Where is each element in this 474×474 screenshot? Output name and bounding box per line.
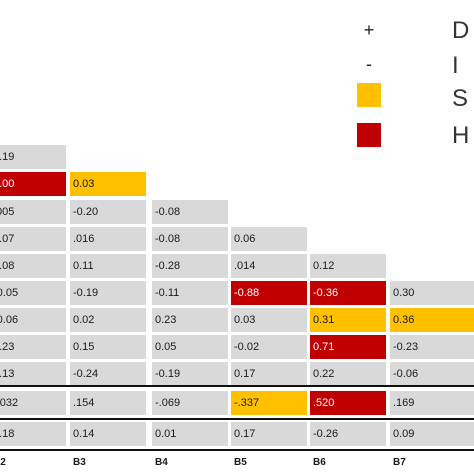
cell-b4-row-3: -0.08 [152, 200, 228, 224]
legend-minus-symbol: - [366, 54, 372, 74]
cell-b4-row-6: -0.11 [152, 281, 228, 305]
cell-b3-row-7: 0.02 [70, 308, 146, 332]
cell-b7-row-11: 0.09 [390, 422, 474, 446]
cell-b2-row-5: 0.08 [0, 254, 66, 278]
cell-b2-row-9: 0.13 [0, 362, 66, 386]
cell-b6-row-9: 0.22 [310, 362, 386, 386]
cell-b7-row-7: 0.36 [390, 308, 474, 332]
cell-b5-row-4: 0.06 [231, 227, 307, 251]
legend-yellow-swatch [357, 83, 381, 107]
cell-b6-row-5: 0.12 [310, 254, 386, 278]
legend-plus-symbol: + [363, 20, 375, 40]
column-label-b4: B4 [155, 457, 168, 468]
legend-label-1: D [452, 17, 470, 44]
cell-b3-row-2: 0.03 [70, 172, 146, 196]
cell-b2-row-11: 0.18 [0, 422, 66, 446]
cell-b3-row-4: .016 [70, 227, 146, 251]
cell-b5-row-5: .014 [231, 254, 307, 278]
cell-b7-row-8: -0.23 [390, 335, 474, 359]
cell-b4-row-8: 0.05 [152, 335, 228, 359]
cell-b4-row-5: -0.28 [152, 254, 228, 278]
table-rule-2 [0, 418, 474, 420]
cell-b6-row-11: -0.26 [310, 422, 386, 446]
cell-b6-row-7: 0.31 [310, 308, 386, 332]
cell-b6-row-10: .520 [310, 391, 386, 415]
cell-b3-row-11: 0.14 [70, 422, 146, 446]
cell-b3-row-9: -0.24 [70, 362, 146, 386]
column-label-b2: B2 [0, 457, 6, 468]
cell-b7-row-10: .169 [390, 391, 474, 415]
cell-b2-row-8: 0.23 [0, 335, 66, 359]
table-rule-1 [0, 385, 474, 387]
cell-b4-row-11: 0.01 [152, 422, 228, 446]
cell-b5-row-11: 0.17 [231, 422, 307, 446]
legend-label-2: I [452, 52, 459, 79]
cell-b3-row-8: 0.15 [70, 335, 146, 359]
cell-b4-row-10: -.069 [152, 391, 228, 415]
legend-label-4: H [452, 122, 470, 149]
cell-b4-row-7: 0.23 [152, 308, 228, 332]
column-label-b6: B6 [313, 457, 326, 468]
cell-b2-row-3: .005 [0, 200, 66, 224]
cell-b4-row-9: -0.19 [152, 362, 228, 386]
cell-b2-row-4: 0.07 [0, 227, 66, 251]
cell-b6-row-6: -0.36 [310, 281, 386, 305]
cell-b5-row-8: -0.02 [231, 335, 307, 359]
cell-b2-row-1: 0.19 [0, 145, 66, 169]
cell-b3-row-10: .154 [70, 391, 146, 415]
cell-b7-row-6: 0.30 [390, 281, 474, 305]
legend-red-swatch [357, 123, 381, 147]
column-label-b3: B3 [73, 457, 86, 468]
cell-b2-row-6: -0.05 [0, 281, 66, 305]
cell-b2-row-10: -.032 [0, 391, 66, 415]
cell-b2-row-2: 0.00 [0, 172, 66, 196]
cell-b3-row-5: 0.11 [70, 254, 146, 278]
cell-b6-row-8: 0.71 [310, 335, 386, 359]
cell-b3-row-3: -0.20 [70, 200, 146, 224]
cell-b4-row-4: -0.08 [152, 227, 228, 251]
column-label-b5: B5 [234, 457, 247, 468]
cell-b2-row-7: -0.06 [0, 308, 66, 332]
cell-b5-row-10: -.337 [231, 391, 307, 415]
cell-b7-row-9: -0.06 [390, 362, 474, 386]
legend-label-3: S [452, 85, 469, 112]
cell-b5-row-6: -0.88 [231, 281, 307, 305]
column-label-b7: B7 [393, 457, 406, 468]
cell-b5-row-9: 0.17 [231, 362, 307, 386]
table-rule-3 [0, 449, 474, 451]
cell-b5-row-7: 0.03 [231, 308, 307, 332]
cell-b3-row-6: -0.19 [70, 281, 146, 305]
